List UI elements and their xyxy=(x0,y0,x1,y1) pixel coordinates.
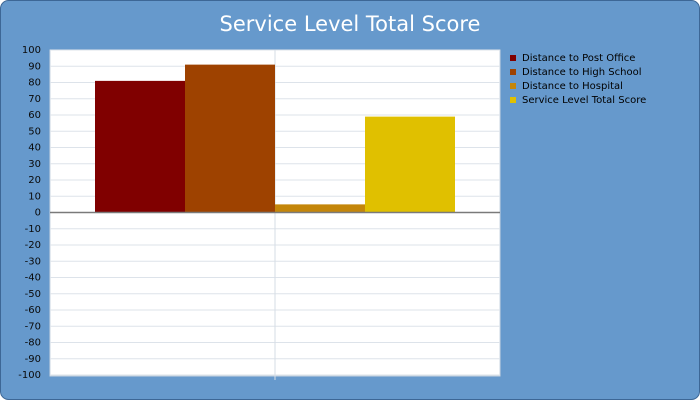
bar xyxy=(95,80,185,213)
y-tick-label: -40 xyxy=(25,273,41,284)
y-tick-label: 60 xyxy=(28,110,41,121)
y-tick-label: 50 xyxy=(28,126,41,137)
bar xyxy=(365,116,455,213)
legend-swatch xyxy=(510,69,516,75)
bar xyxy=(185,64,275,213)
y-tick-label: 80 xyxy=(28,78,41,89)
y-tick-label: 30 xyxy=(28,159,41,170)
y-tick-label: -60 xyxy=(25,305,41,316)
legend-swatch xyxy=(510,55,516,61)
y-tick-label: 70 xyxy=(28,94,41,105)
y-tick-label: 20 xyxy=(28,175,41,186)
y-tick-label: -90 xyxy=(25,354,41,365)
y-tick-label: -20 xyxy=(25,240,41,251)
y-tick-label: 100 xyxy=(22,45,41,56)
y-tick-label: 10 xyxy=(28,191,41,202)
y-tick-label: -10 xyxy=(25,224,41,235)
bar xyxy=(275,204,365,213)
y-tick-label: 0 xyxy=(35,208,41,219)
y-tick-label: -50 xyxy=(25,289,41,300)
y-tick-label: -80 xyxy=(25,338,41,349)
legend-swatch xyxy=(510,83,516,89)
legend-label: Distance to High School xyxy=(522,67,641,78)
chart-title: Service Level Total Score xyxy=(220,12,481,36)
y-tick-label: -30 xyxy=(25,256,41,267)
legend-label: Distance to Hospital xyxy=(522,81,623,92)
legend-label: Distance to Post Office xyxy=(522,53,635,64)
y-tick-label: 90 xyxy=(28,61,41,72)
legend-swatch xyxy=(510,97,516,103)
y-tick-label: 40 xyxy=(28,143,41,154)
y-tick-label: -100 xyxy=(18,370,41,381)
y-tick-label: -70 xyxy=(25,321,41,332)
legend-label: Service Level Total Score xyxy=(522,95,646,106)
